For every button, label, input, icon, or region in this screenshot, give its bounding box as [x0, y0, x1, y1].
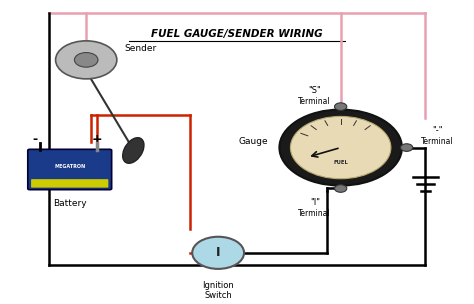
FancyBboxPatch shape: [31, 179, 109, 188]
Text: +: +: [92, 133, 102, 146]
Circle shape: [335, 103, 347, 110]
Circle shape: [401, 144, 413, 151]
Text: FUEL: FUEL: [333, 160, 348, 165]
Text: Terminal: Terminal: [299, 97, 331, 106]
Text: Ignition
Switch: Ignition Switch: [202, 281, 234, 300]
FancyBboxPatch shape: [28, 149, 112, 190]
Text: Terminal: Terminal: [421, 136, 454, 146]
Text: FUEL GAUGE/SENDER WIRING: FUEL GAUGE/SENDER WIRING: [151, 29, 323, 39]
Text: MEGATRON: MEGATRON: [54, 164, 85, 169]
Circle shape: [279, 109, 402, 185]
Text: Sender: Sender: [124, 44, 156, 53]
Circle shape: [335, 185, 347, 192]
Circle shape: [291, 116, 391, 179]
Text: Terminal: Terminal: [299, 209, 331, 218]
Text: "-": "-": [432, 126, 443, 135]
Text: Battery: Battery: [53, 199, 87, 208]
Text: "S": "S": [309, 86, 321, 95]
Ellipse shape: [123, 138, 144, 163]
Circle shape: [55, 41, 117, 79]
Text: "I": "I": [310, 198, 320, 207]
Text: -: -: [32, 133, 37, 146]
Circle shape: [74, 53, 98, 67]
Text: Gauge: Gauge: [238, 137, 268, 146]
Circle shape: [192, 237, 244, 269]
Text: I: I: [216, 246, 220, 259]
